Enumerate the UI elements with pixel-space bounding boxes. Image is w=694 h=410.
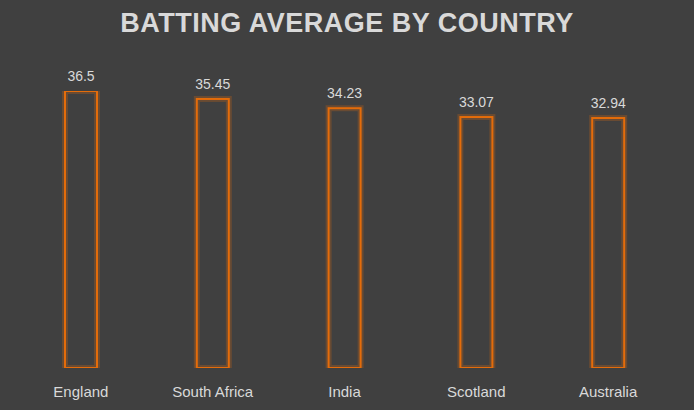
svg-text:33.07: 33.07 — [459, 94, 494, 110]
html-text:BATTING AVERAGE BY COUNTRY: BATTING AVERAGE BY COUNTRY — [120, 8, 574, 38]
svg-text:South Africa: South Africa — [172, 383, 254, 400]
svg-text:32.94: 32.94 — [591, 95, 626, 111]
svg-text:35.45: 35.45 — [195, 76, 230, 92]
svg-text:India: India — [328, 383, 361, 400]
svg-text:Australia: Australia — [579, 383, 638, 400]
svg-text:England: England — [53, 383, 108, 400]
svg-text:34.23: 34.23 — [327, 85, 362, 101]
svg-text:Scotland: Scotland — [447, 383, 505, 400]
svg-text:36.5: 36.5 — [67, 68, 94, 84]
